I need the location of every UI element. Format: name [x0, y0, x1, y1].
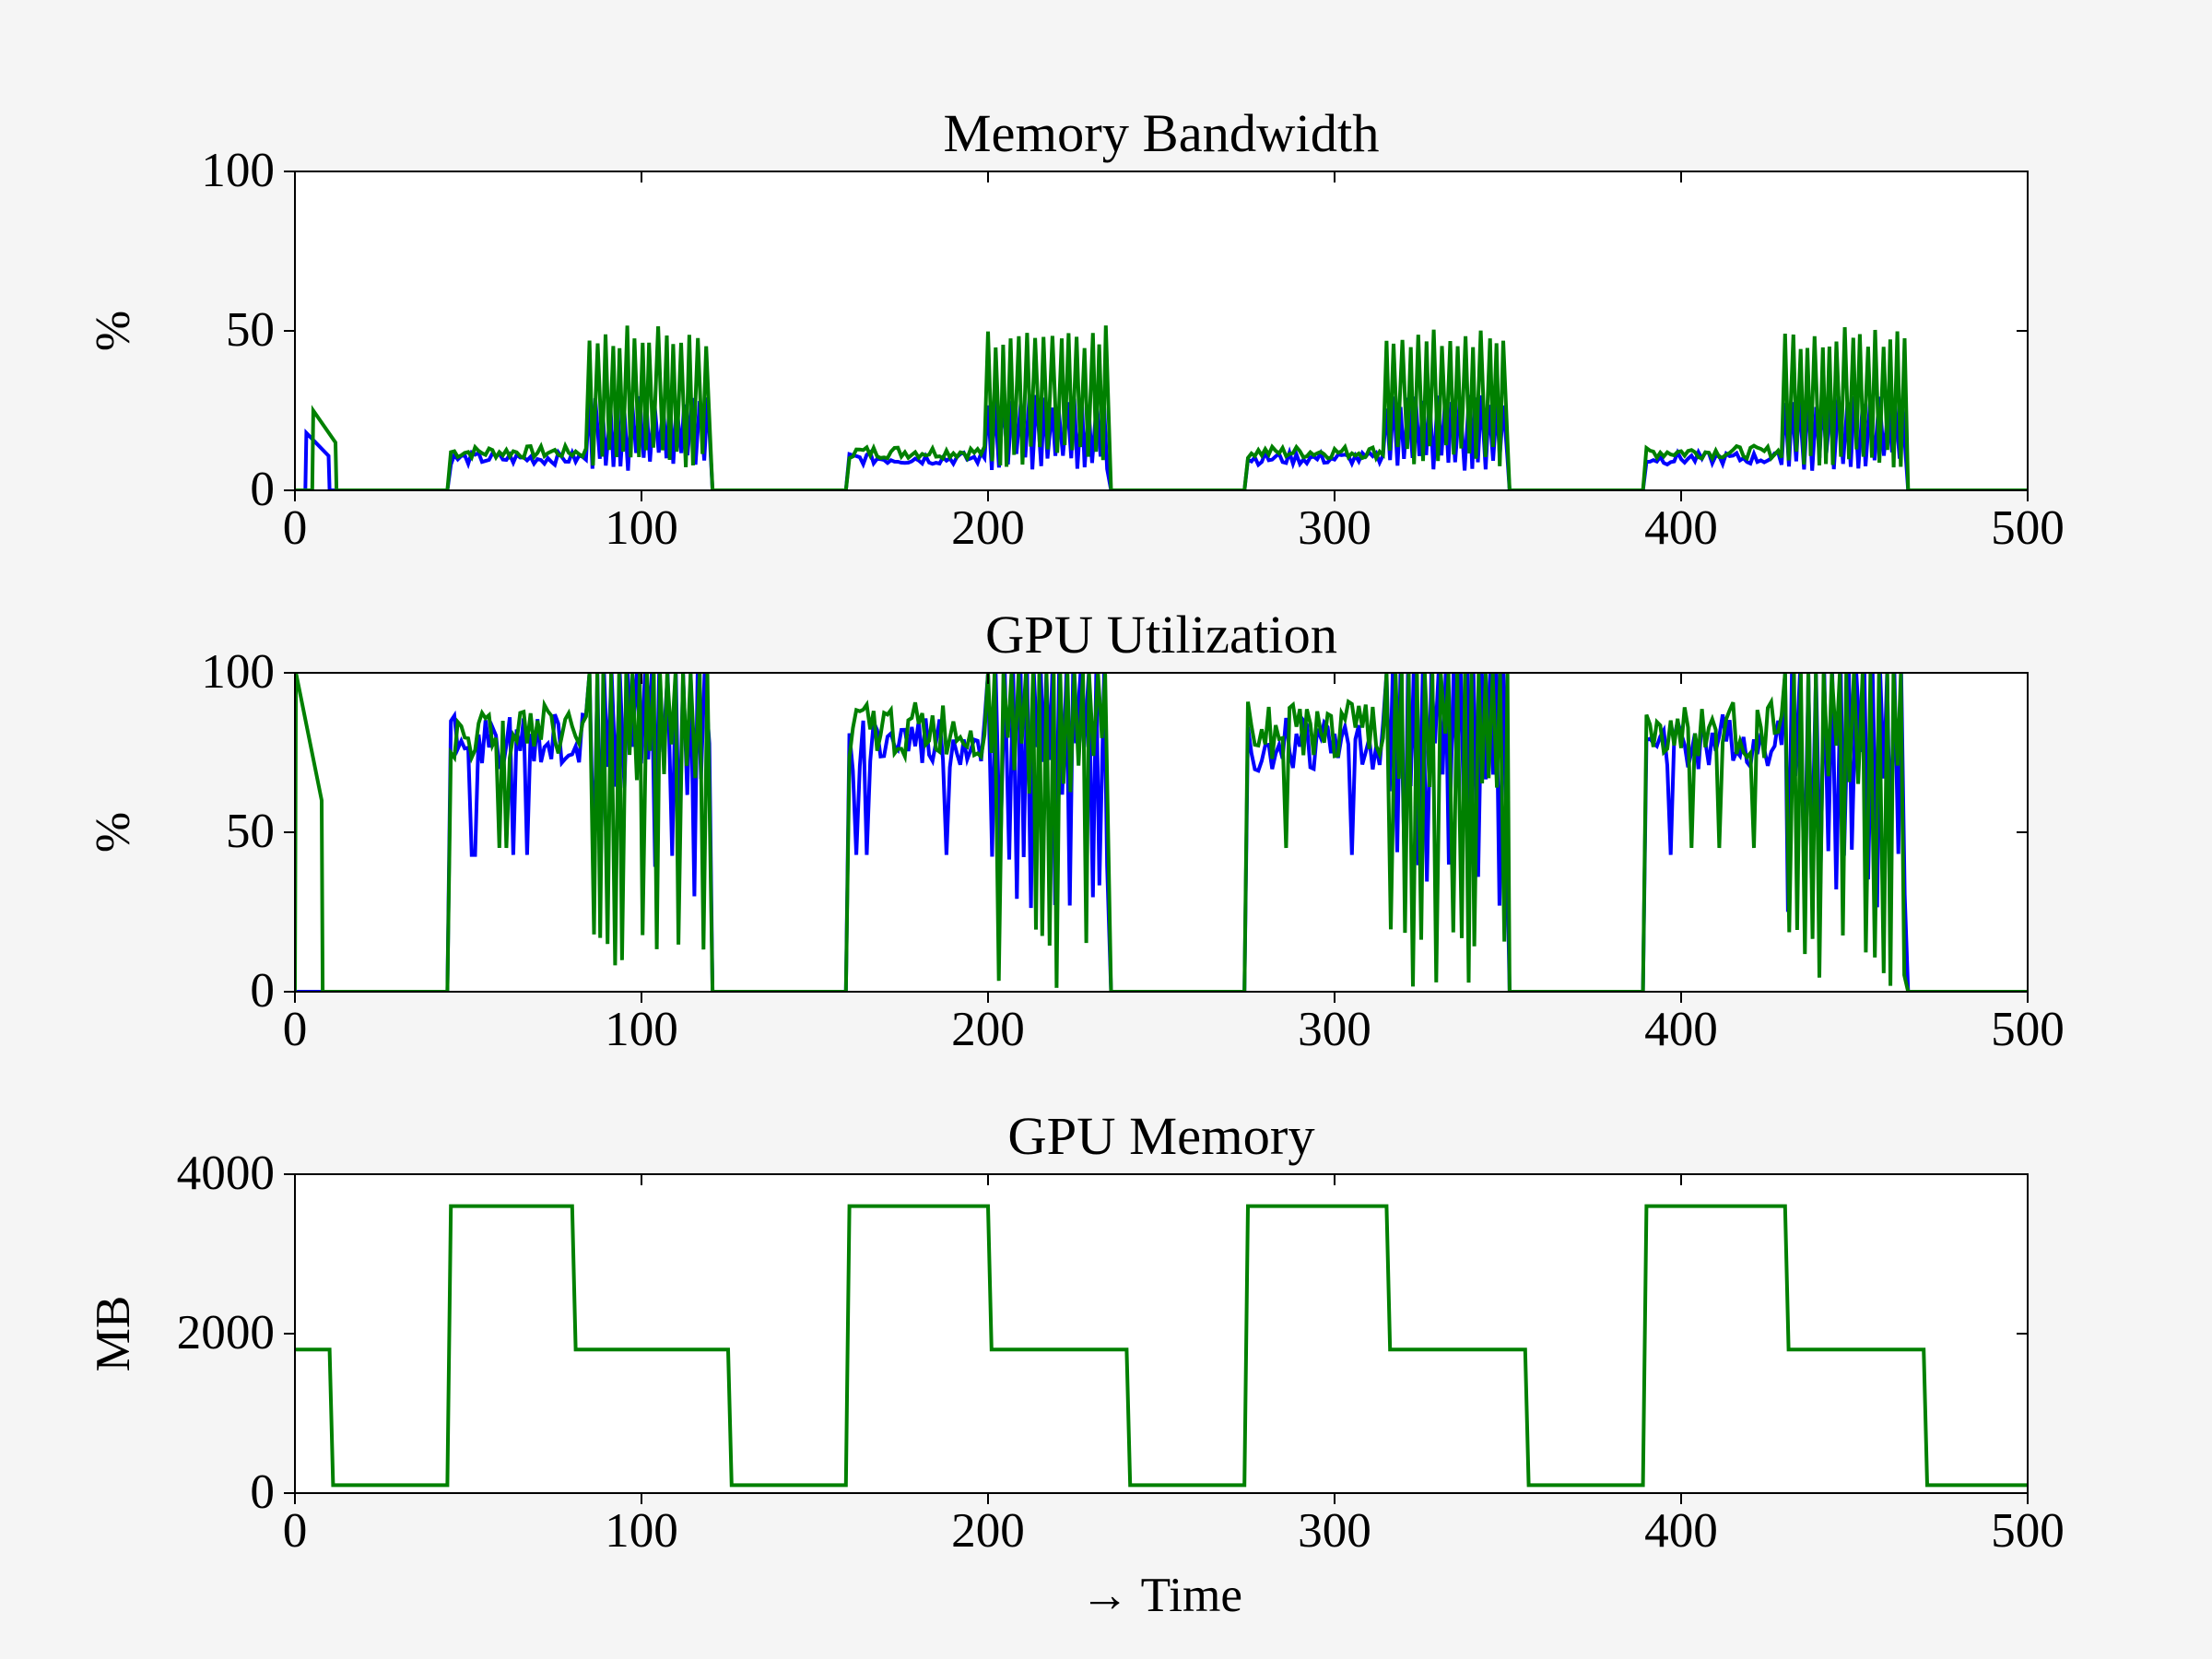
ytick-label: 50	[226, 302, 275, 357]
ylabel: %	[86, 311, 140, 351]
ytick-label: 100	[201, 143, 275, 197]
ytick-label: 0	[250, 963, 275, 1018]
xtick-label: 0	[283, 1503, 308, 1558]
xlabel: → Time	[1080, 1568, 1242, 1622]
panel-bandwidth: Memory Bandwidth 0 100 200 300 400 500 0 50 100%	[0, 79, 2212, 582]
gpu-metrics-figure: Memory Bandwidth0100200300400500050100%G…	[0, 0, 2212, 1659]
ytick-label: 2000	[177, 1305, 275, 1359]
xtick-label: 300	[1298, 1503, 1371, 1558]
ytick-label: 0	[250, 462, 275, 516]
ytick-label: 100	[201, 644, 275, 699]
xtick-label: 0	[283, 1002, 308, 1056]
xtick-label: 300	[1298, 1002, 1371, 1056]
xtick-label: 300	[1298, 500, 1371, 555]
xtick-label: 500	[1991, 1503, 2065, 1558]
ytick-label: 4000	[177, 1146, 275, 1200]
xtick-label: 500	[1991, 500, 2065, 555]
xtick-label: 400	[1644, 1503, 1718, 1558]
panel-title: GPU Memory	[1007, 1106, 1315, 1166]
xtick-label: 0	[283, 500, 308, 555]
xtick-label: 100	[605, 500, 678, 555]
xtick-label: 200	[951, 1503, 1025, 1558]
ytick-label: 0	[250, 1465, 275, 1519]
panel-title: GPU Utilization	[985, 605, 1337, 665]
xtick-label: 400	[1644, 1002, 1718, 1056]
xtick-label: 100	[605, 1503, 678, 1558]
ytick-label: 50	[226, 804, 275, 858]
xtick-label: 200	[951, 500, 1025, 555]
xtick-label: 400	[1644, 500, 1718, 555]
panel-utilization: GPU Utilization 0 100 200 300 400 500 0 50 100%	[0, 581, 2212, 1084]
panel-title: Memory Bandwidth	[944, 103, 1380, 163]
panel-memory: GPU Memory0100200300400500020004000MB→ T…	[0, 1082, 2212, 1585]
xtick-label: 100	[605, 1002, 678, 1056]
xtick-label: 500	[1991, 1002, 2065, 1056]
ylabel: MB	[86, 1296, 140, 1372]
ylabel: %	[86, 812, 140, 853]
xtick-label: 200	[951, 1002, 1025, 1056]
